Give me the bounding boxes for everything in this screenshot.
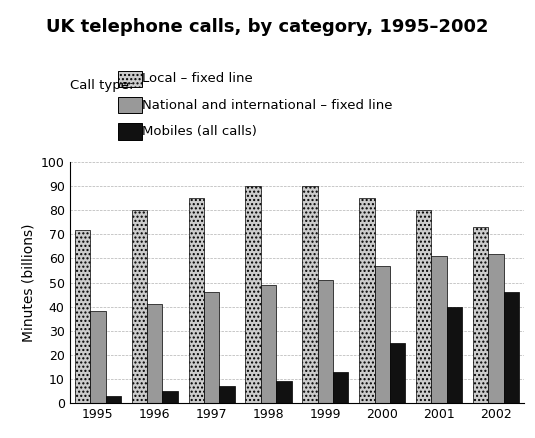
Text: Local – fixed line: Local – fixed line	[142, 72, 253, 85]
Bar	[163, 391, 178, 403]
Bar	[246, 186, 261, 403]
Bar	[75, 230, 90, 403]
Bar	[447, 307, 462, 403]
Bar	[147, 304, 163, 403]
Bar	[390, 343, 405, 403]
Bar	[261, 285, 276, 403]
Text: National and international – fixed line: National and international – fixed line	[142, 99, 392, 112]
Bar	[333, 371, 348, 403]
Bar	[431, 256, 447, 403]
Text: Call type:: Call type:	[70, 79, 133, 92]
Bar	[90, 311, 105, 403]
Bar	[105, 396, 121, 403]
Bar	[132, 210, 147, 403]
Bar	[473, 227, 488, 403]
Bar	[503, 292, 519, 403]
Bar	[359, 198, 374, 403]
Bar	[318, 280, 333, 403]
Bar	[302, 186, 318, 403]
Bar	[374, 265, 390, 403]
Bar	[204, 292, 219, 403]
Bar	[276, 381, 292, 403]
Y-axis label: Minutes (billions): Minutes (billions)	[21, 223, 35, 342]
Bar	[189, 198, 204, 403]
Text: UK telephone calls, by category, 1995–2002: UK telephone calls, by category, 1995–20…	[46, 18, 489, 35]
Bar	[416, 210, 431, 403]
Bar	[488, 254, 503, 403]
Bar	[219, 386, 235, 403]
Text: Mobiles (all calls): Mobiles (all calls)	[142, 125, 257, 138]
